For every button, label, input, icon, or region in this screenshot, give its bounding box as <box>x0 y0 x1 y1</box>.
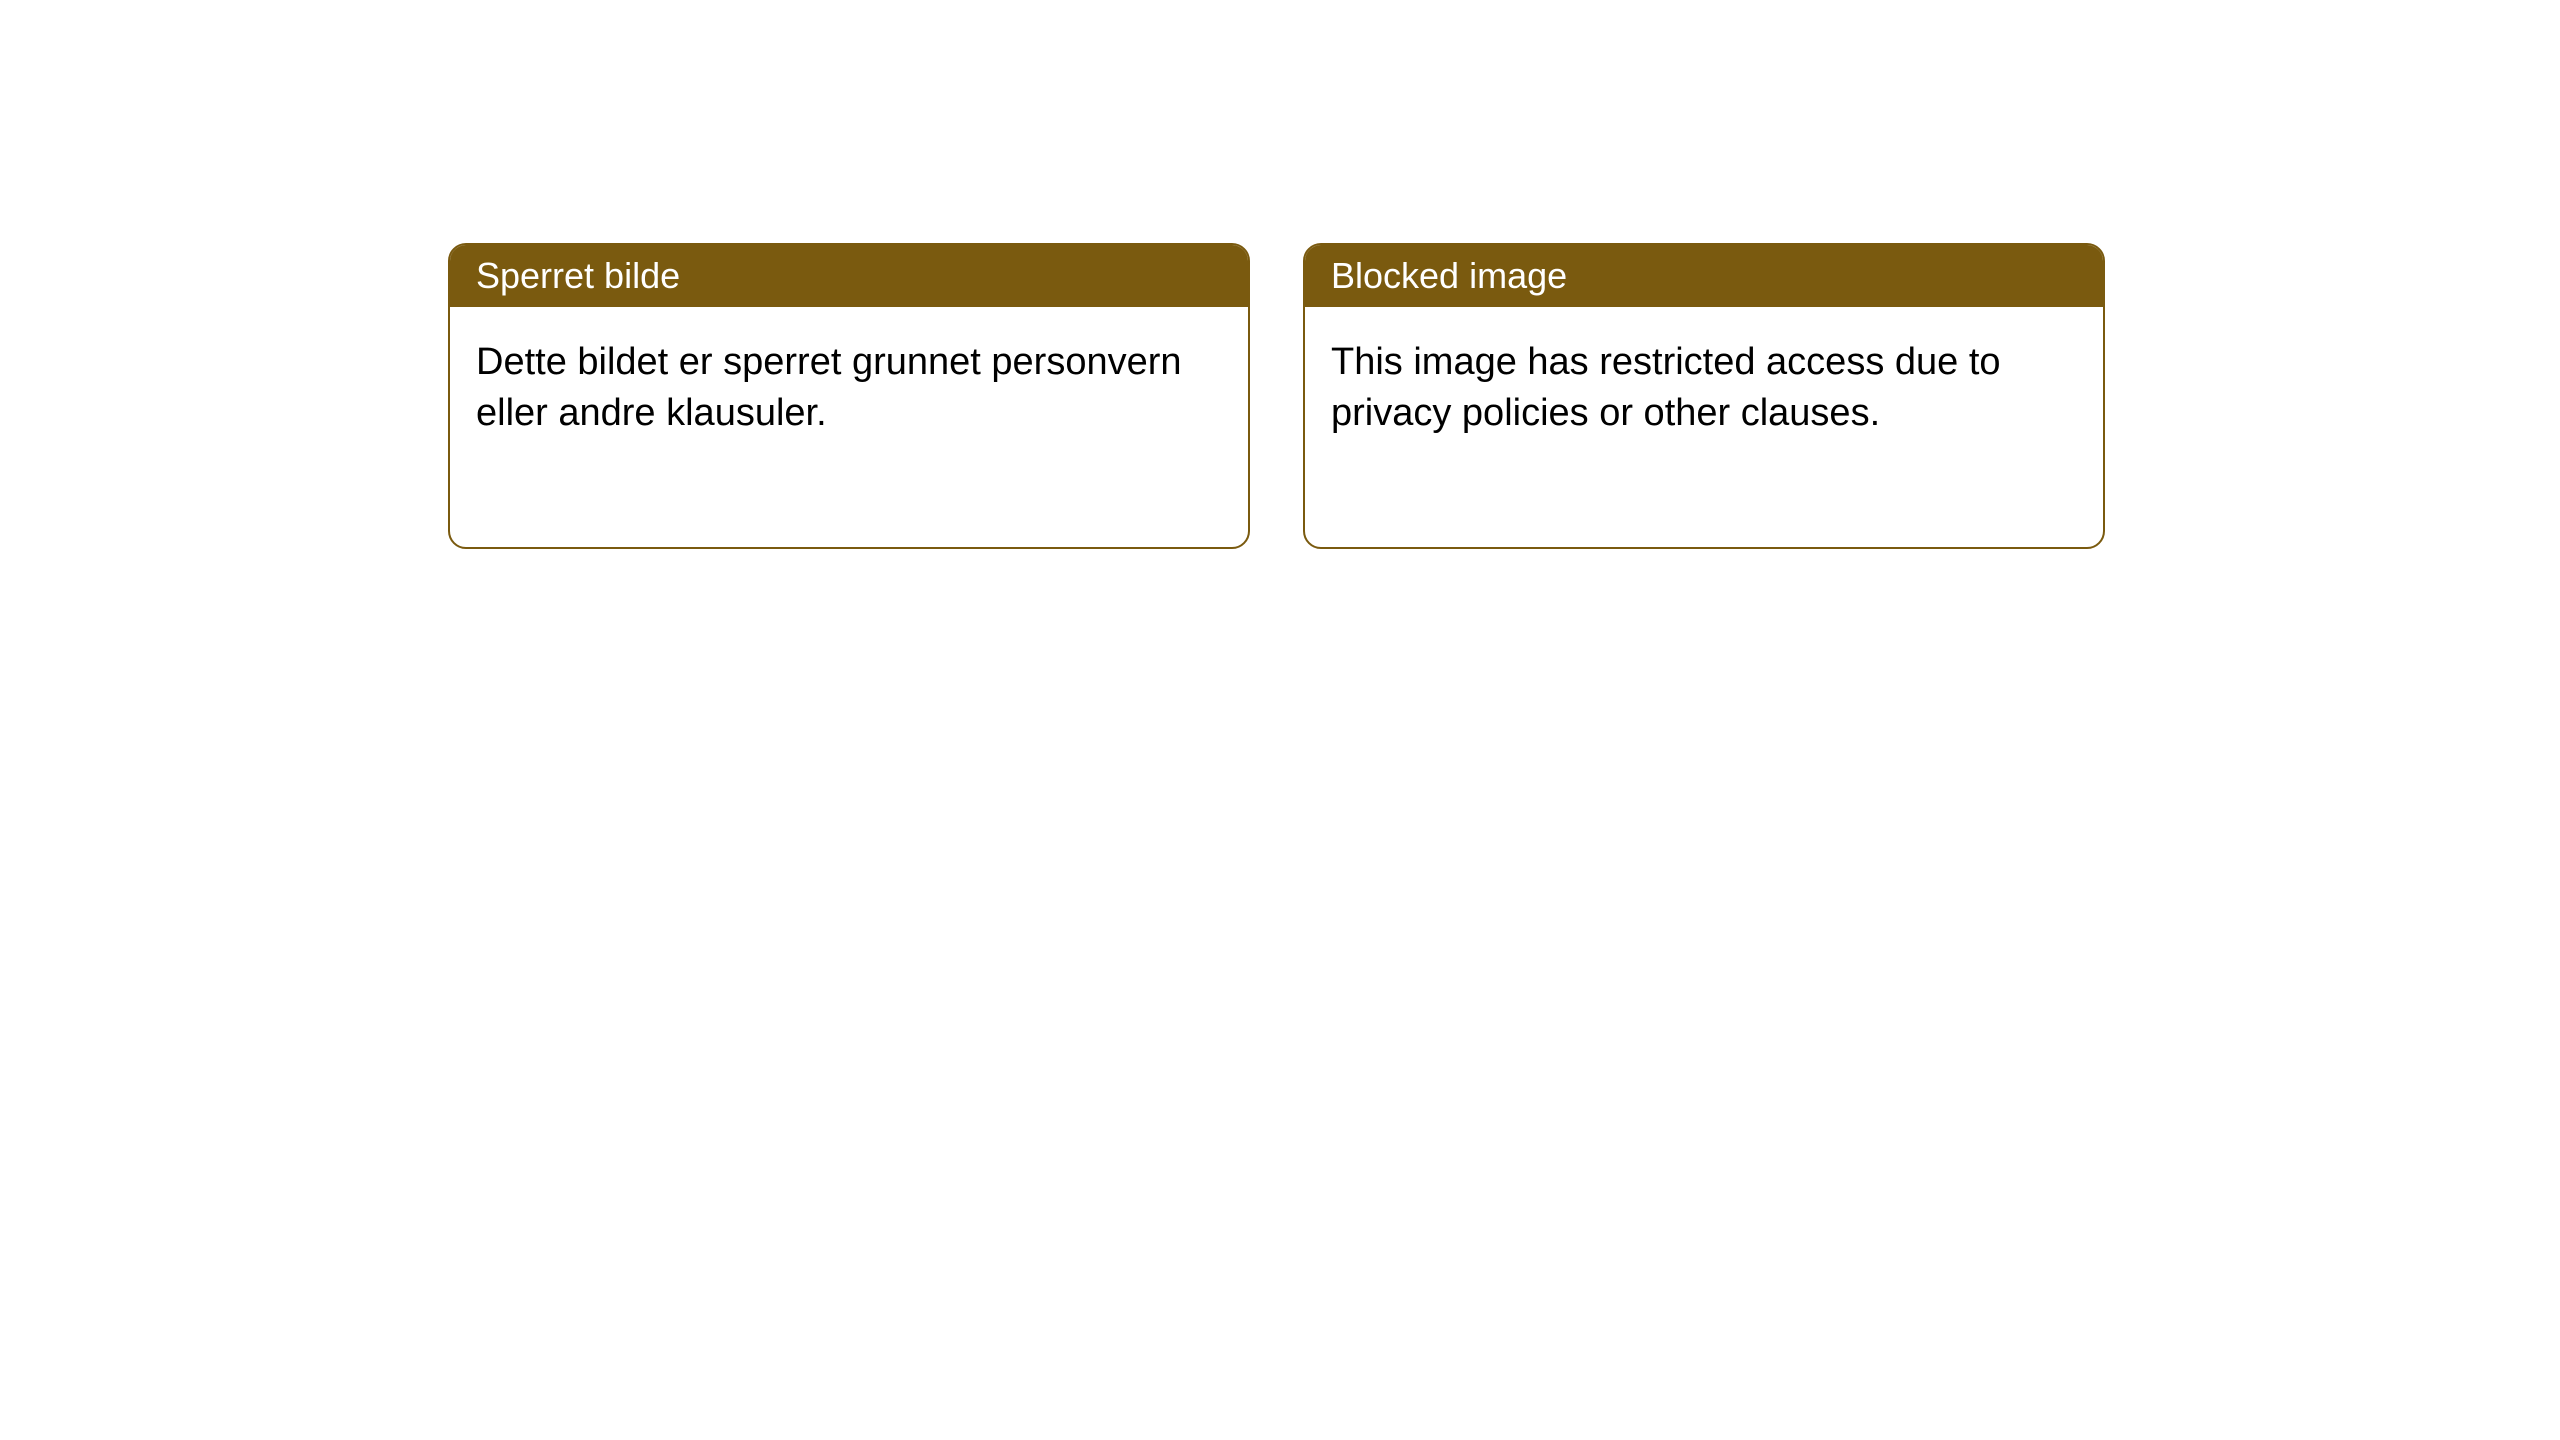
notice-card-en: Blocked image This image has restricted … <box>1303 243 2105 549</box>
notice-body-no: Dette bildet er sperret grunnet personve… <box>450 307 1248 547</box>
notice-container: Sperret bilde Dette bildet er sperret gr… <box>448 243 2105 549</box>
notice-card-no: Sperret bilde Dette bildet er sperret gr… <box>448 243 1250 549</box>
notice-body-en: This image has restricted access due to … <box>1305 307 2103 547</box>
notice-title-no: Sperret bilde <box>450 245 1248 307</box>
notice-title-en: Blocked image <box>1305 245 2103 307</box>
